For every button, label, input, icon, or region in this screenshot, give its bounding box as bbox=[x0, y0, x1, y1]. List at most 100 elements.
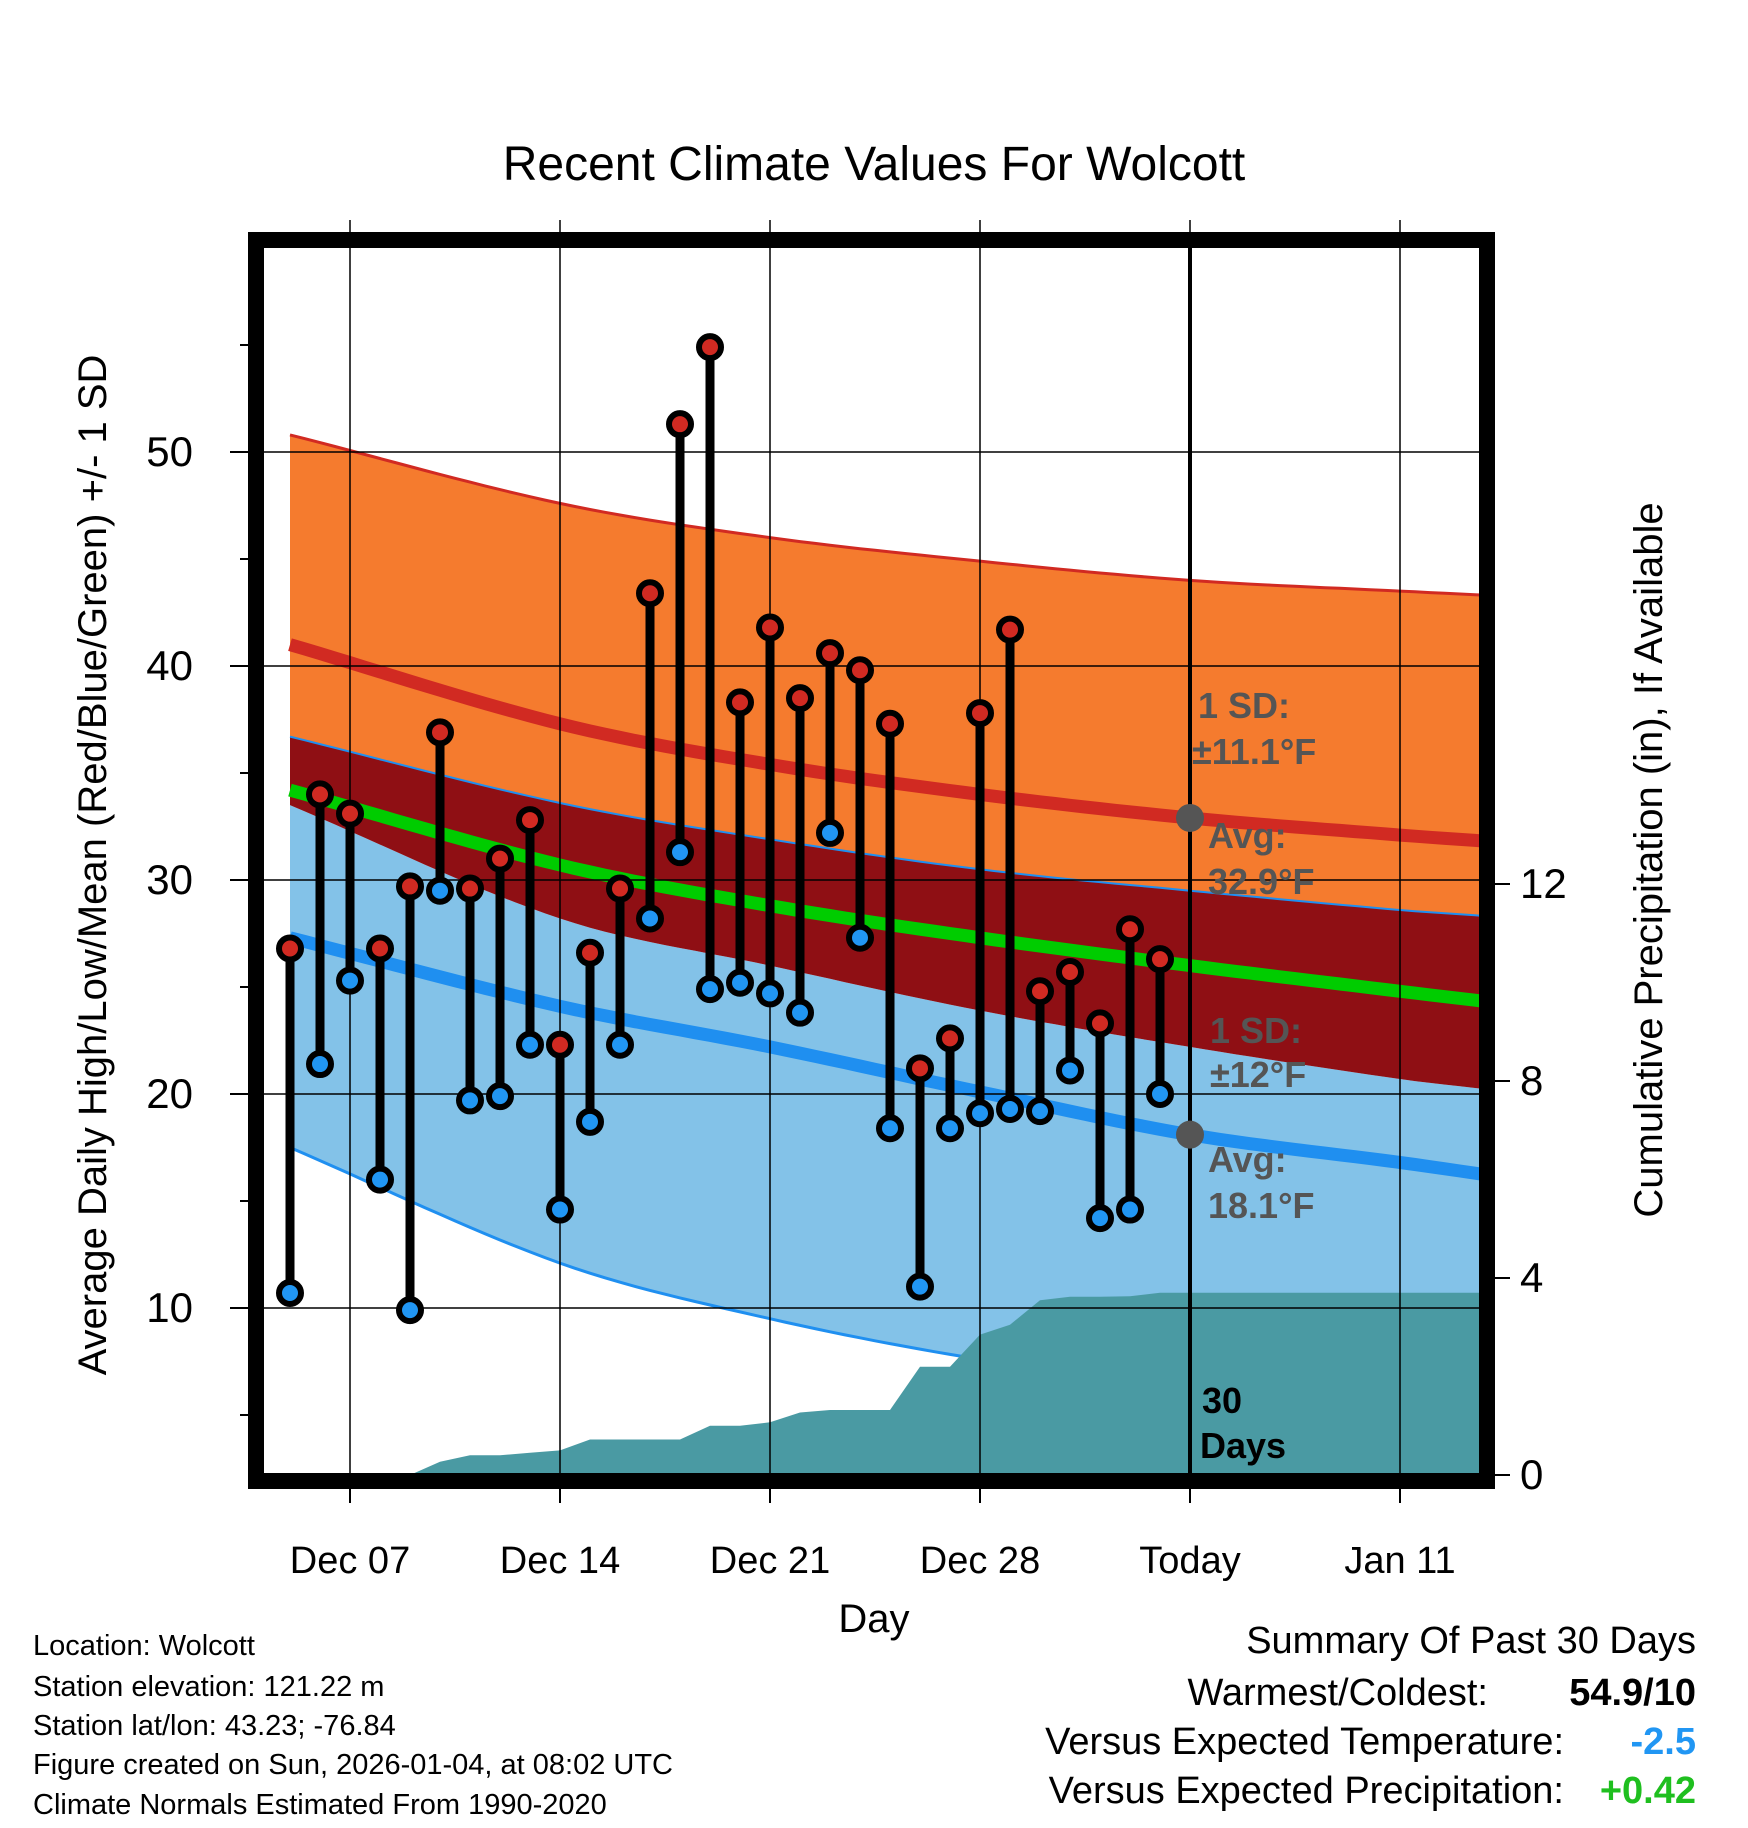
low-point bbox=[666, 838, 694, 867]
high-point bbox=[756, 613, 784, 642]
high-point bbox=[516, 806, 544, 835]
high-point bbox=[366, 934, 394, 963]
x-tick-label: Dec 21 bbox=[710, 1540, 830, 1582]
plot-frame bbox=[248, 232, 1495, 1489]
low-avg-marker bbox=[1176, 1120, 1204, 1149]
low-point bbox=[906, 1272, 934, 1301]
summary-warm-cold: Warmest/Coldest: 54.9/10 bbox=[1187, 1674, 1696, 1712]
summary-temp: Versus Expected Temperature: -2.5 bbox=[1045, 1723, 1696, 1761]
annotation-text: 32.9°F bbox=[1208, 861, 1314, 902]
y-tick-label-left: 10 bbox=[146, 1284, 193, 1331]
low-point bbox=[876, 1114, 904, 1143]
high-point bbox=[816, 639, 844, 668]
high-point bbox=[1116, 915, 1144, 944]
low-point bbox=[786, 998, 814, 1027]
high-point bbox=[486, 844, 514, 873]
low-point bbox=[276, 1279, 304, 1308]
high-plus-sd-line bbox=[289, 433, 1481, 597]
annotation-text: ±12°F bbox=[1210, 1054, 1306, 1095]
high-point bbox=[996, 615, 1024, 644]
low-point bbox=[396, 1296, 424, 1325]
low-point bbox=[486, 1082, 514, 1111]
low-point bbox=[1026, 1097, 1054, 1126]
summary-title-text: Summary Of Past 30 Days bbox=[1246, 1620, 1696, 1662]
info-elevation: Station elevation: 121.22 m bbox=[33, 1671, 385, 1703]
low-point bbox=[636, 904, 664, 933]
high-point bbox=[426, 718, 454, 747]
x-tick-label: Jan 11 bbox=[1344, 1540, 1455, 1582]
low-point bbox=[816, 818, 844, 847]
summary-warm-cold-label: Warmest/Coldest: bbox=[1187, 1672, 1488, 1714]
low-point bbox=[1086, 1204, 1114, 1233]
low-point bbox=[606, 1030, 634, 1059]
high-point bbox=[666, 410, 694, 439]
x-axis-label: Day bbox=[838, 1597, 909, 1641]
y-axis-label-left: Average Daily High/Low/Mean (Red/Blue/Gr… bbox=[71, 355, 115, 1376]
high-point bbox=[966, 699, 994, 728]
x-tick-label: Dec 28 bbox=[920, 1540, 1040, 1582]
summary-temp-value: -2.5 bbox=[1630, 1721, 1696, 1763]
summary-temp-label: Versus Expected Temperature: bbox=[1045, 1721, 1564, 1763]
low-point bbox=[366, 1165, 394, 1194]
high-point bbox=[846, 656, 874, 685]
low-point bbox=[546, 1195, 574, 1224]
high-point bbox=[456, 874, 484, 903]
summary-precip: Versus Expected Precipitation: +0.42 bbox=[1049, 1772, 1696, 1810]
low-point bbox=[996, 1094, 1024, 1123]
plot-border bbox=[248, 232, 1495, 1489]
high-point bbox=[606, 874, 634, 903]
y-tick-label-right: 8 bbox=[1520, 1057, 1543, 1104]
y-tick-label-right: 0 bbox=[1520, 1451, 1543, 1498]
y-tick-label-right: 4 bbox=[1520, 1254, 1543, 1301]
precipitation-fill bbox=[410, 1292, 1481, 1475]
annotation-text: 30 bbox=[1202, 1380, 1242, 1421]
daily-range-sticks bbox=[276, 333, 1174, 1325]
low-point bbox=[516, 1030, 544, 1059]
high-point bbox=[726, 688, 754, 717]
high-point bbox=[696, 333, 724, 362]
y-tick-label-left: 40 bbox=[146, 642, 193, 689]
y-axis-label-right: Cumulative Precipitation (in), If Availa… bbox=[1627, 502, 1671, 1217]
high-point bbox=[306, 780, 334, 809]
annotation-text: 18.1°F bbox=[1208, 1185, 1314, 1226]
low-point bbox=[1056, 1056, 1084, 1085]
high-point bbox=[786, 684, 814, 713]
low-point bbox=[306, 1050, 334, 1079]
low-point bbox=[936, 1114, 964, 1143]
low-point bbox=[336, 966, 364, 995]
y-tick-label-left: 20 bbox=[146, 1070, 193, 1117]
low-point bbox=[576, 1107, 604, 1136]
low-point bbox=[846, 923, 874, 952]
low-point bbox=[726, 968, 754, 997]
summary-precip-label: Versus Expected Precipitation: bbox=[1048, 1770, 1564, 1812]
today-line bbox=[1176, 246, 1204, 1475]
precipitation-area bbox=[410, 1292, 1481, 1475]
high-point bbox=[636, 579, 664, 608]
high-point bbox=[1056, 958, 1084, 987]
low-point bbox=[966, 1099, 994, 1128]
low-point bbox=[1146, 1080, 1174, 1108]
low-point bbox=[456, 1086, 484, 1115]
summary-title: Summary Of Past 30 Days bbox=[1246, 1622, 1696, 1660]
high-point bbox=[1146, 945, 1174, 974]
y-tick-label-left: 50 bbox=[146, 428, 193, 475]
y-tick-label-right: 12 bbox=[1520, 860, 1567, 907]
chart-title: Recent Climate Values For Wolcott bbox=[503, 138, 1246, 191]
summary-warm-cold-value: 54.9/10 bbox=[1569, 1672, 1696, 1714]
low-point bbox=[1116, 1195, 1144, 1224]
info-normals: Climate Normals Estimated From 1990-2020 bbox=[33, 1789, 607, 1821]
annotation-text: Avg: bbox=[1208, 1139, 1287, 1180]
high-point bbox=[576, 938, 604, 967]
annotation-text: 1 SD: bbox=[1210, 1010, 1302, 1051]
high-point bbox=[1086, 1009, 1114, 1038]
low-point bbox=[426, 876, 454, 905]
high-point bbox=[1026, 977, 1054, 1006]
high-point bbox=[396, 872, 424, 901]
high-sd-band bbox=[290, 434, 1481, 916]
summary-precip-value: +0.42 bbox=[1599, 1770, 1696, 1812]
low-point bbox=[756, 979, 784, 1008]
info-created: Figure created on Sun, 2026-01-04, at 08… bbox=[33, 1749, 673, 1781]
axes: Dec 07 Dec 14 Dec 21 Dec 28 Today Jan 11 10 20 3… bbox=[146, 344, 1567, 1582]
